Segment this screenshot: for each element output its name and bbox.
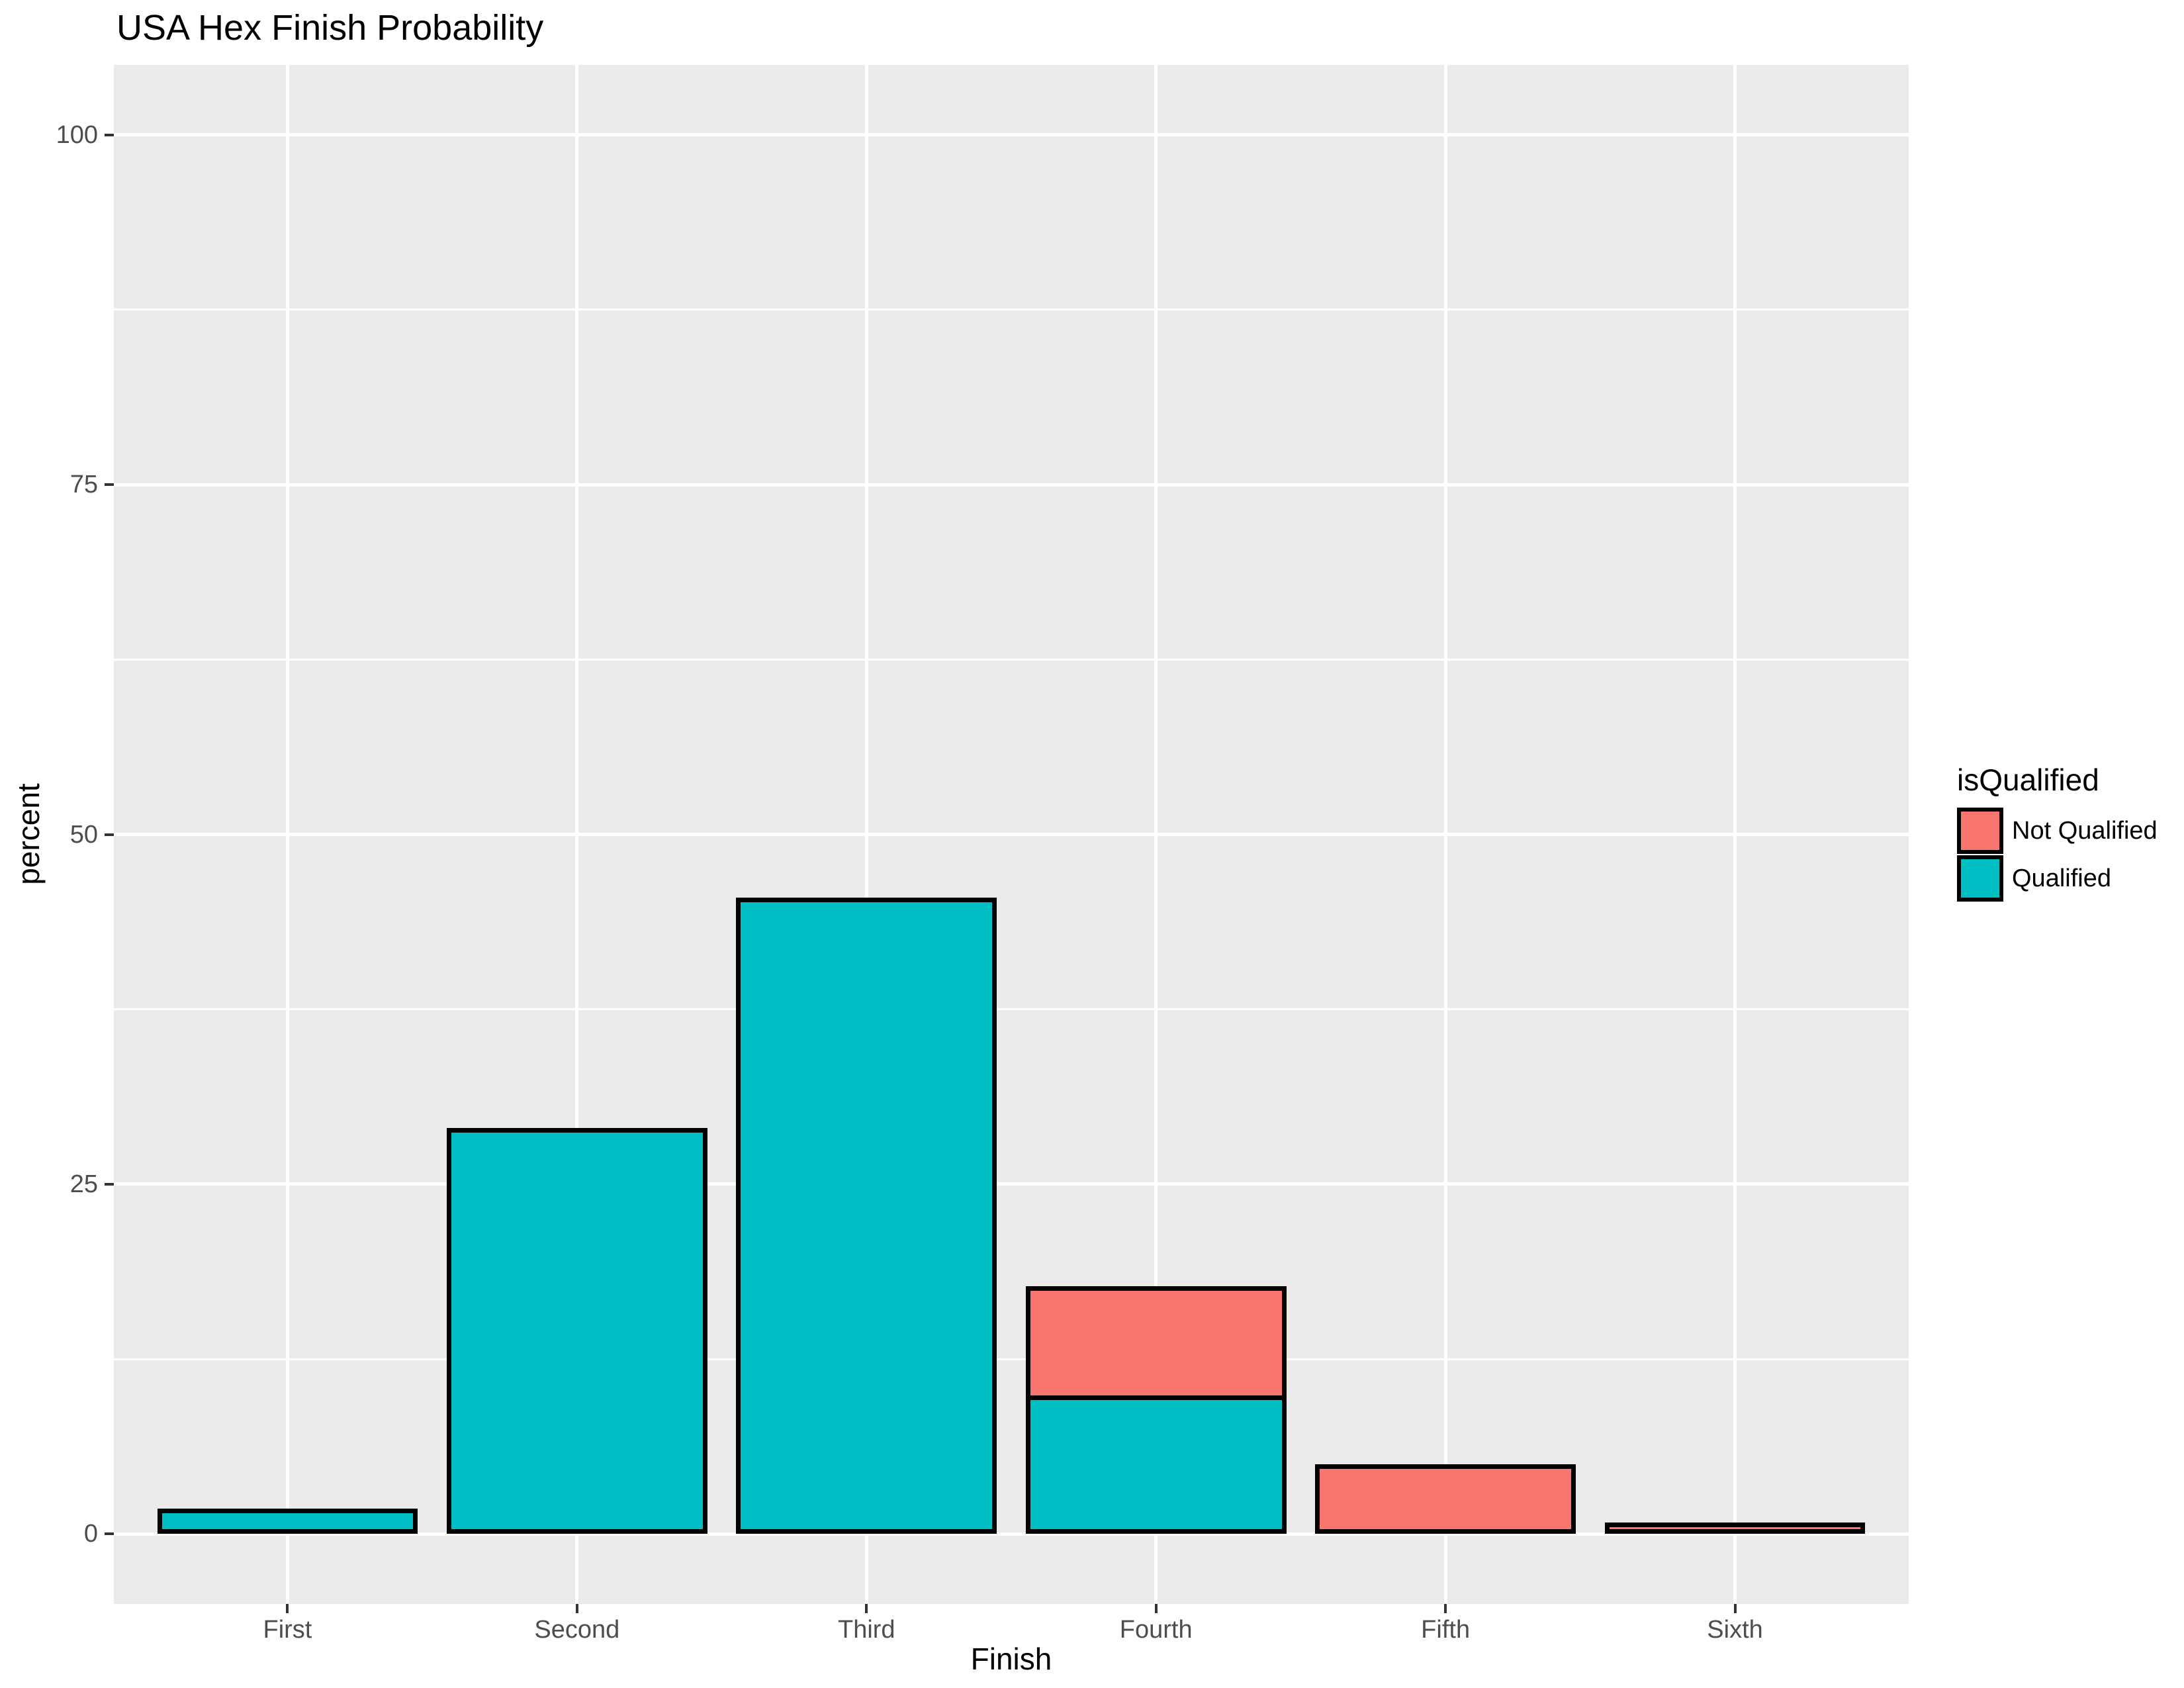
legend-item-not-qualified: Not Qualified [1957, 808, 2184, 854]
gridline-major-x-third [864, 65, 868, 1604]
x-tick-third [865, 1604, 868, 1613]
x-tick-sixth [1733, 1604, 1737, 1613]
legend-item-qualified: Qualified [1957, 855, 2184, 902]
x-tick-label-second: Second [534, 1616, 620, 1644]
x-tick-first [286, 1604, 289, 1613]
gridline-minor-y-12-5 [114, 1358, 1909, 1360]
gridline-major-x-first [285, 65, 289, 1604]
bar-fourth-qualified [1025, 1395, 1287, 1534]
bar-sixth-not-qualified [1604, 1523, 1866, 1534]
gridline-major-y-50 [114, 833, 1909, 836]
x-tick-label-fifth: Fifth [1421, 1616, 1471, 1644]
x-tick-label-sixth: Sixth [1707, 1616, 1763, 1644]
gridline-major-x-fifth [1443, 65, 1447, 1604]
gridline-minor-y-37-5 [114, 1008, 1909, 1011]
gridline-minor-y-62-5 [114, 658, 1909, 661]
bar-third-qualified [736, 897, 997, 1534]
bar-fourth-not-qualified [1025, 1286, 1287, 1396]
y-tick-50 [105, 833, 114, 836]
legend-swatch-not-qualified [1957, 808, 2003, 854]
y-tick-0 [105, 1532, 114, 1536]
y-tick-label-50: 50 [69, 820, 98, 849]
y-tick-25 [105, 1182, 114, 1186]
x-axis-title: Finish [970, 1642, 1052, 1676]
y-tick-label-100: 100 [56, 120, 98, 149]
x-tick-fourth [1154, 1604, 1158, 1613]
legend-label-qualified: Qualified [2012, 865, 2111, 892]
gridline-major-y-100 [114, 133, 1909, 137]
y-axis-title: percent [11, 783, 46, 885]
x-tick-label-fourth: Fourth [1119, 1616, 1193, 1644]
y-tick-100 [105, 133, 114, 136]
plot-panel [114, 65, 1909, 1604]
gridline-major-x-sixth [1733, 65, 1737, 1604]
legend-items: Not Qualified Qualified [1957, 808, 2184, 902]
y-tick-label-75: 75 [69, 471, 98, 499]
gridline-minor-y-87-5 [114, 308, 1909, 311]
gridline-major-y-25 [114, 1182, 1909, 1186]
gridline-major-y-75 [114, 483, 1909, 487]
legend-title: isQualified [1957, 763, 2099, 797]
y-tick-label-25: 25 [69, 1170, 98, 1198]
y-tick-label-0: 0 [83, 1520, 98, 1548]
bar-first-qualified [157, 1509, 418, 1534]
x-tick-fifth [1444, 1604, 1447, 1613]
legend: isQualified Not Qualified Qualified [1957, 761, 2184, 903]
gridline-major-x-fourth [1154, 65, 1158, 1604]
bar-second-qualified [447, 1128, 707, 1534]
gridline-major-x-second [575, 65, 579, 1604]
gridline-major-y-0 [114, 1532, 1909, 1536]
legend-label-not-qualified: Not Qualified [2012, 817, 2158, 845]
legend-swatch-qualified [1957, 855, 2003, 902]
bar-fifth-not-qualified [1315, 1464, 1576, 1534]
x-tick-label-first: First [263, 1616, 312, 1644]
x-tick-second [575, 1604, 578, 1613]
x-tick-label-third: Third [837, 1616, 895, 1644]
plot-title: USA Hex Finish Probability [116, 8, 544, 48]
y-tick-75 [105, 483, 114, 487]
